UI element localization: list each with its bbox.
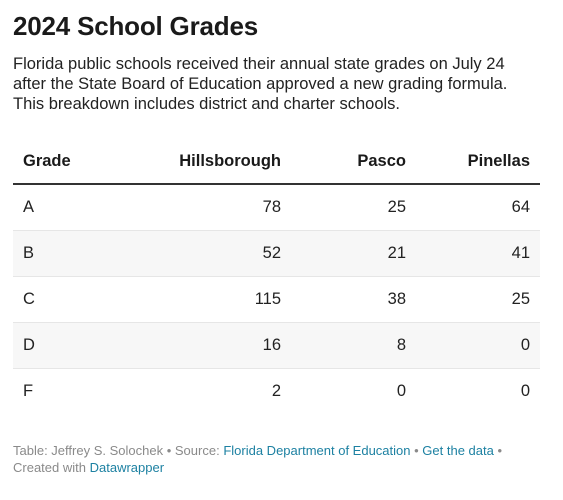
hillsborough-cell: 2 [271, 381, 281, 400]
page-title: 2024 School Grades [13, 11, 258, 41]
separator: • [414, 443, 419, 458]
table-row: A 78 25 64 [13, 184, 540, 231]
pasco-cell: 25 [291, 184, 416, 231]
table-header-row: Grade Hillsborough Pasco Pinellas [13, 140, 540, 185]
pinellas-cell: 0 [416, 322, 540, 369]
source-link[interactable]: Florida Department of Education [223, 443, 411, 458]
column-header-pasco[interactable]: Pasco [291, 140, 416, 185]
created-with-label: Created with [13, 460, 86, 475]
column-header-pinellas[interactable]: Pinellas [416, 140, 540, 185]
pinellas-cell: 25 [416, 276, 540, 323]
grade-cell: A [13, 184, 118, 231]
grade-cell: B [13, 230, 118, 277]
get-data-link[interactable]: Get the data [422, 443, 494, 458]
separator: • [497, 443, 503, 458]
pasco-cell: 0 [396, 381, 406, 400]
grade-cell: F [23, 381, 34, 400]
credit-text: Table: Jeffrey S. Solochek [13, 443, 164, 458]
hillsborough-cell: 16 [118, 322, 291, 369]
grade-cell: D [13, 322, 118, 369]
description: Florida public schools received their an… [13, 55, 508, 113]
pinellas-cell: 64 [416, 184, 540, 231]
column-header-hillsborough[interactable]: Hillsborough [118, 140, 291, 185]
table-row: F 2 0 0 [13, 368, 540, 414]
table-row: B 52 21 41 [13, 230, 540, 277]
table-row: C 115 38 25 [13, 276, 540, 323]
table-widget: 2024 School Grades Florida public school… [13, 10, 540, 476]
table-row: D 16 8 0 [13, 322, 540, 369]
hillsborough-cell: 52 [118, 230, 291, 277]
pasco-cell: 38 [291, 276, 416, 323]
datawrapper-link[interactable]: Datawrapper [89, 460, 165, 475]
source-label: Source: [174, 443, 220, 458]
grade-cell: C [13, 276, 118, 323]
hillsborough-cell: 78 [118, 184, 291, 231]
grades-table: Grade Hillsborough Pasco Pinellas A 78 2… [13, 140, 540, 414]
column-header-grade[interactable]: Grade [13, 140, 118, 185]
pinellas-cell: 41 [416, 230, 540, 277]
separator: • [166, 443, 172, 458]
table-footer: Table: Jeffrey S. Solochek • Source: Flo… [13, 442, 540, 476]
pasco-cell: 21 [291, 230, 416, 277]
pinellas-cell: 0 [520, 381, 530, 400]
pasco-cell: 8 [291, 322, 416, 369]
hillsborough-cell: 115 [118, 276, 291, 323]
